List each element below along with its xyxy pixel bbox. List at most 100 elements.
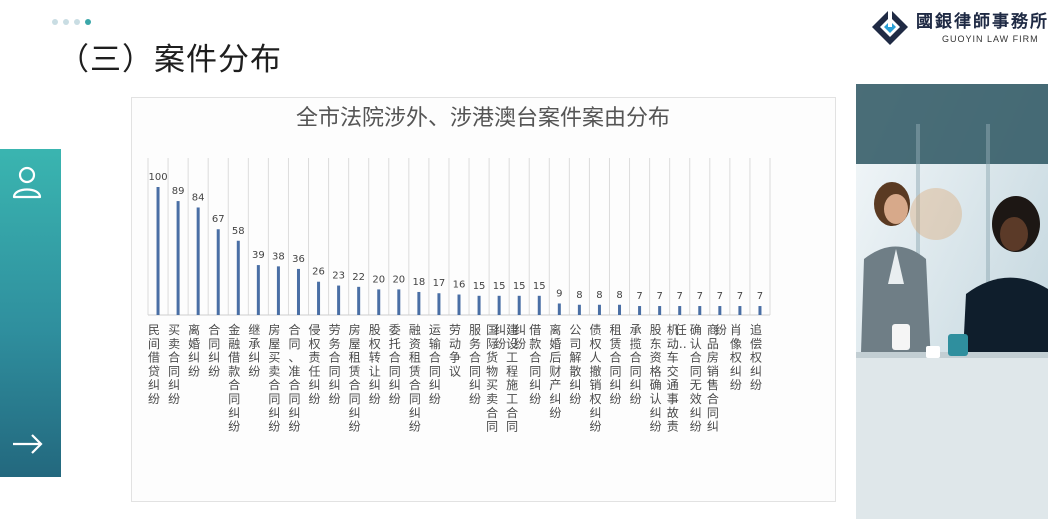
- bar: [317, 281, 321, 315]
- indicator-dot-active: [85, 19, 91, 25]
- category-label: 民间借贷纠纷: [148, 323, 160, 406]
- category-label: 服务合同纠纷: [469, 323, 481, 406]
- data-label: 20: [392, 274, 405, 285]
- bar: [698, 306, 702, 315]
- data-label: 8: [576, 290, 582, 301]
- bar: [457, 294, 461, 315]
- category-label: 追偿权纠纷: [750, 322, 762, 392]
- bar: [236, 240, 240, 315]
- data-label: 16: [453, 280, 466, 291]
- bar: [276, 266, 280, 315]
- data-label: 17: [433, 278, 446, 289]
- data-label: 7: [697, 291, 703, 302]
- arrow-right-icon[interactable]: [11, 432, 45, 456]
- data-label: 15: [533, 281, 546, 292]
- data-label: 9: [556, 288, 562, 299]
- bar: [216, 229, 220, 315]
- category-label: 合同纠纷: [208, 322, 220, 378]
- category-label: 确认合同无效纠纷: [690, 323, 702, 434]
- category-label: 机动车交通事故责任…: [667, 323, 687, 434]
- indicator-dot: [63, 19, 69, 25]
- category-label: 劳动争议: [449, 323, 461, 378]
- bar: [638, 306, 642, 315]
- logo-firm-name: 國銀律師事務所: [916, 12, 1049, 32]
- bar: [156, 187, 160, 315]
- chart-title: 全市法院涉外、涉港澳台案件案由分布: [296, 106, 670, 131]
- category-label: 离婚纠纷: [188, 322, 200, 378]
- bar: [557, 303, 561, 315]
- data-label: 7: [737, 291, 743, 302]
- firm-logo: 國銀律師事務所 GUOYIN LAW FIRM: [870, 7, 1050, 47]
- bar: [196, 207, 200, 315]
- data-label: 7: [717, 291, 723, 302]
- category-label: 肖像权纠纷: [730, 323, 742, 392]
- category-label: 房屋租赁合同纠纷: [349, 322, 361, 434]
- bar: [678, 306, 682, 315]
- category-label: 债权人撤销权纠纷: [589, 323, 601, 434]
- slide-indicator-dots: [52, 19, 91, 25]
- data-label: 26: [312, 267, 325, 278]
- data-label: 39: [252, 250, 265, 261]
- indicator-dot: [74, 19, 80, 25]
- data-label: 7: [757, 291, 763, 302]
- category-label: 合同、准合同纠纷: [288, 322, 300, 434]
- bar: [357, 286, 361, 315]
- bar: [417, 291, 421, 315]
- data-label: 22: [352, 272, 365, 283]
- bar: [256, 265, 260, 315]
- data-label: 38: [272, 251, 285, 262]
- logo-firm-subtitle: GUOYIN LAW FIRM: [942, 34, 1039, 44]
- bar: [597, 304, 601, 315]
- category-label: 运输合同纠纷: [429, 323, 441, 406]
- office-meeting-photo: [856, 84, 1048, 519]
- logo-mark-icon: [872, 9, 908, 45]
- data-label: 84: [192, 192, 205, 203]
- bar: [658, 306, 662, 315]
- data-label: 36: [292, 254, 305, 265]
- category-label: 金融借款合同纠纷: [228, 322, 240, 434]
- bar: [577, 304, 581, 315]
- data-label: 8: [596, 290, 602, 301]
- bar: [738, 306, 742, 315]
- category-label: 借款合同纠纷: [529, 323, 541, 406]
- data-label: 7: [656, 291, 662, 302]
- data-label: 15: [493, 281, 506, 292]
- bar: [497, 295, 501, 315]
- data-label: 89: [172, 186, 185, 197]
- bar: [397, 289, 401, 315]
- meeting-people-image: [856, 84, 1048, 519]
- data-label: 7: [677, 291, 683, 302]
- bar: [517, 295, 521, 315]
- bar: [537, 295, 541, 315]
- category-label: 房屋买卖合同纠纷: [268, 322, 280, 434]
- bar: [618, 304, 622, 315]
- bar: [437, 293, 441, 315]
- category-label: 建设工程施工合同纠纷: [506, 323, 526, 434]
- category-label: 委托合同纠纷: [389, 323, 401, 406]
- category-label: 股权转让纠纷: [369, 323, 381, 406]
- category-label: 离婚后财产纠纷: [549, 322, 561, 420]
- data-label: 8: [616, 290, 622, 301]
- bar: [718, 306, 722, 315]
- bar: [296, 268, 300, 315]
- bar: [176, 201, 180, 315]
- data-label: 7: [636, 291, 642, 302]
- data-label: 23: [332, 271, 345, 282]
- data-label: 100: [148, 172, 167, 183]
- data-label: 18: [413, 277, 426, 288]
- category-label: 租赁合同纠纷: [610, 323, 622, 406]
- chart-panel: 全市法院涉外、涉港澳台案件案由分布 100 89 84 67 58 39 38 36 26 23 2…: [131, 97, 836, 502]
- bar: [758, 306, 762, 315]
- category-label: 商品房销售合同纠纷: [707, 322, 727, 434]
- data-label: 67: [212, 214, 225, 225]
- data-label: 58: [232, 226, 245, 237]
- category-label: 国际货物买卖合同纠纷: [486, 323, 506, 434]
- category-label: 公司解散纠纷: [569, 323, 581, 406]
- category-label: 承揽合同纠纷: [630, 323, 642, 406]
- data-label: 15: [513, 281, 526, 292]
- sidebar: [0, 149, 61, 477]
- category-label: 侵权责任纠纷: [309, 322, 321, 406]
- user-icon[interactable]: [11, 165, 43, 199]
- category-label: 股东资格确认纠纷: [650, 323, 662, 434]
